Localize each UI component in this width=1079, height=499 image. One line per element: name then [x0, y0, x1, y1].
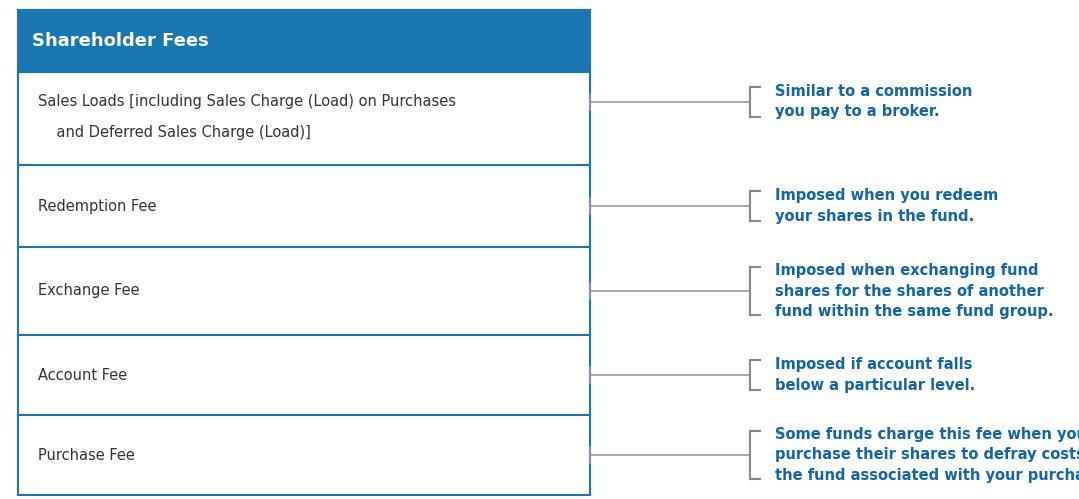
Text: Imposed if account falls
below a particular level.: Imposed if account falls below a particu…	[775, 357, 975, 393]
Text: Redemption Fee: Redemption Fee	[38, 199, 156, 214]
Text: Shareholder Fees: Shareholder Fees	[32, 32, 208, 50]
Text: and Deferred Sales Charge (Load)]: and Deferred Sales Charge (Load)]	[38, 125, 311, 140]
Text: Exchange Fee: Exchange Fee	[38, 283, 139, 298]
Bar	[18, 72, 590, 495]
Bar	[18, 10, 590, 72]
Text: Some funds charge this fee when you
purchase their shares to defray costs to
the: Some funds charge this fee when you purc…	[775, 427, 1079, 483]
Text: Similar to a commission
you pay to a broker.: Similar to a commission you pay to a bro…	[775, 84, 972, 119]
Text: Imposed when you redeem
your shares in the fund.: Imposed when you redeem your shares in t…	[775, 188, 998, 224]
Bar	[18, 10, 590, 72]
Text: Account Fee: Account Fee	[38, 367, 127, 383]
Text: Imposed when exchanging fund
shares for the shares of another
fund within the sa: Imposed when exchanging fund shares for …	[775, 263, 1053, 319]
Text: Sales Loads [including Sales Charge (Load) on Purchases: Sales Loads [including Sales Charge (Loa…	[38, 94, 456, 109]
Text: Purchase Fee: Purchase Fee	[38, 448, 135, 463]
